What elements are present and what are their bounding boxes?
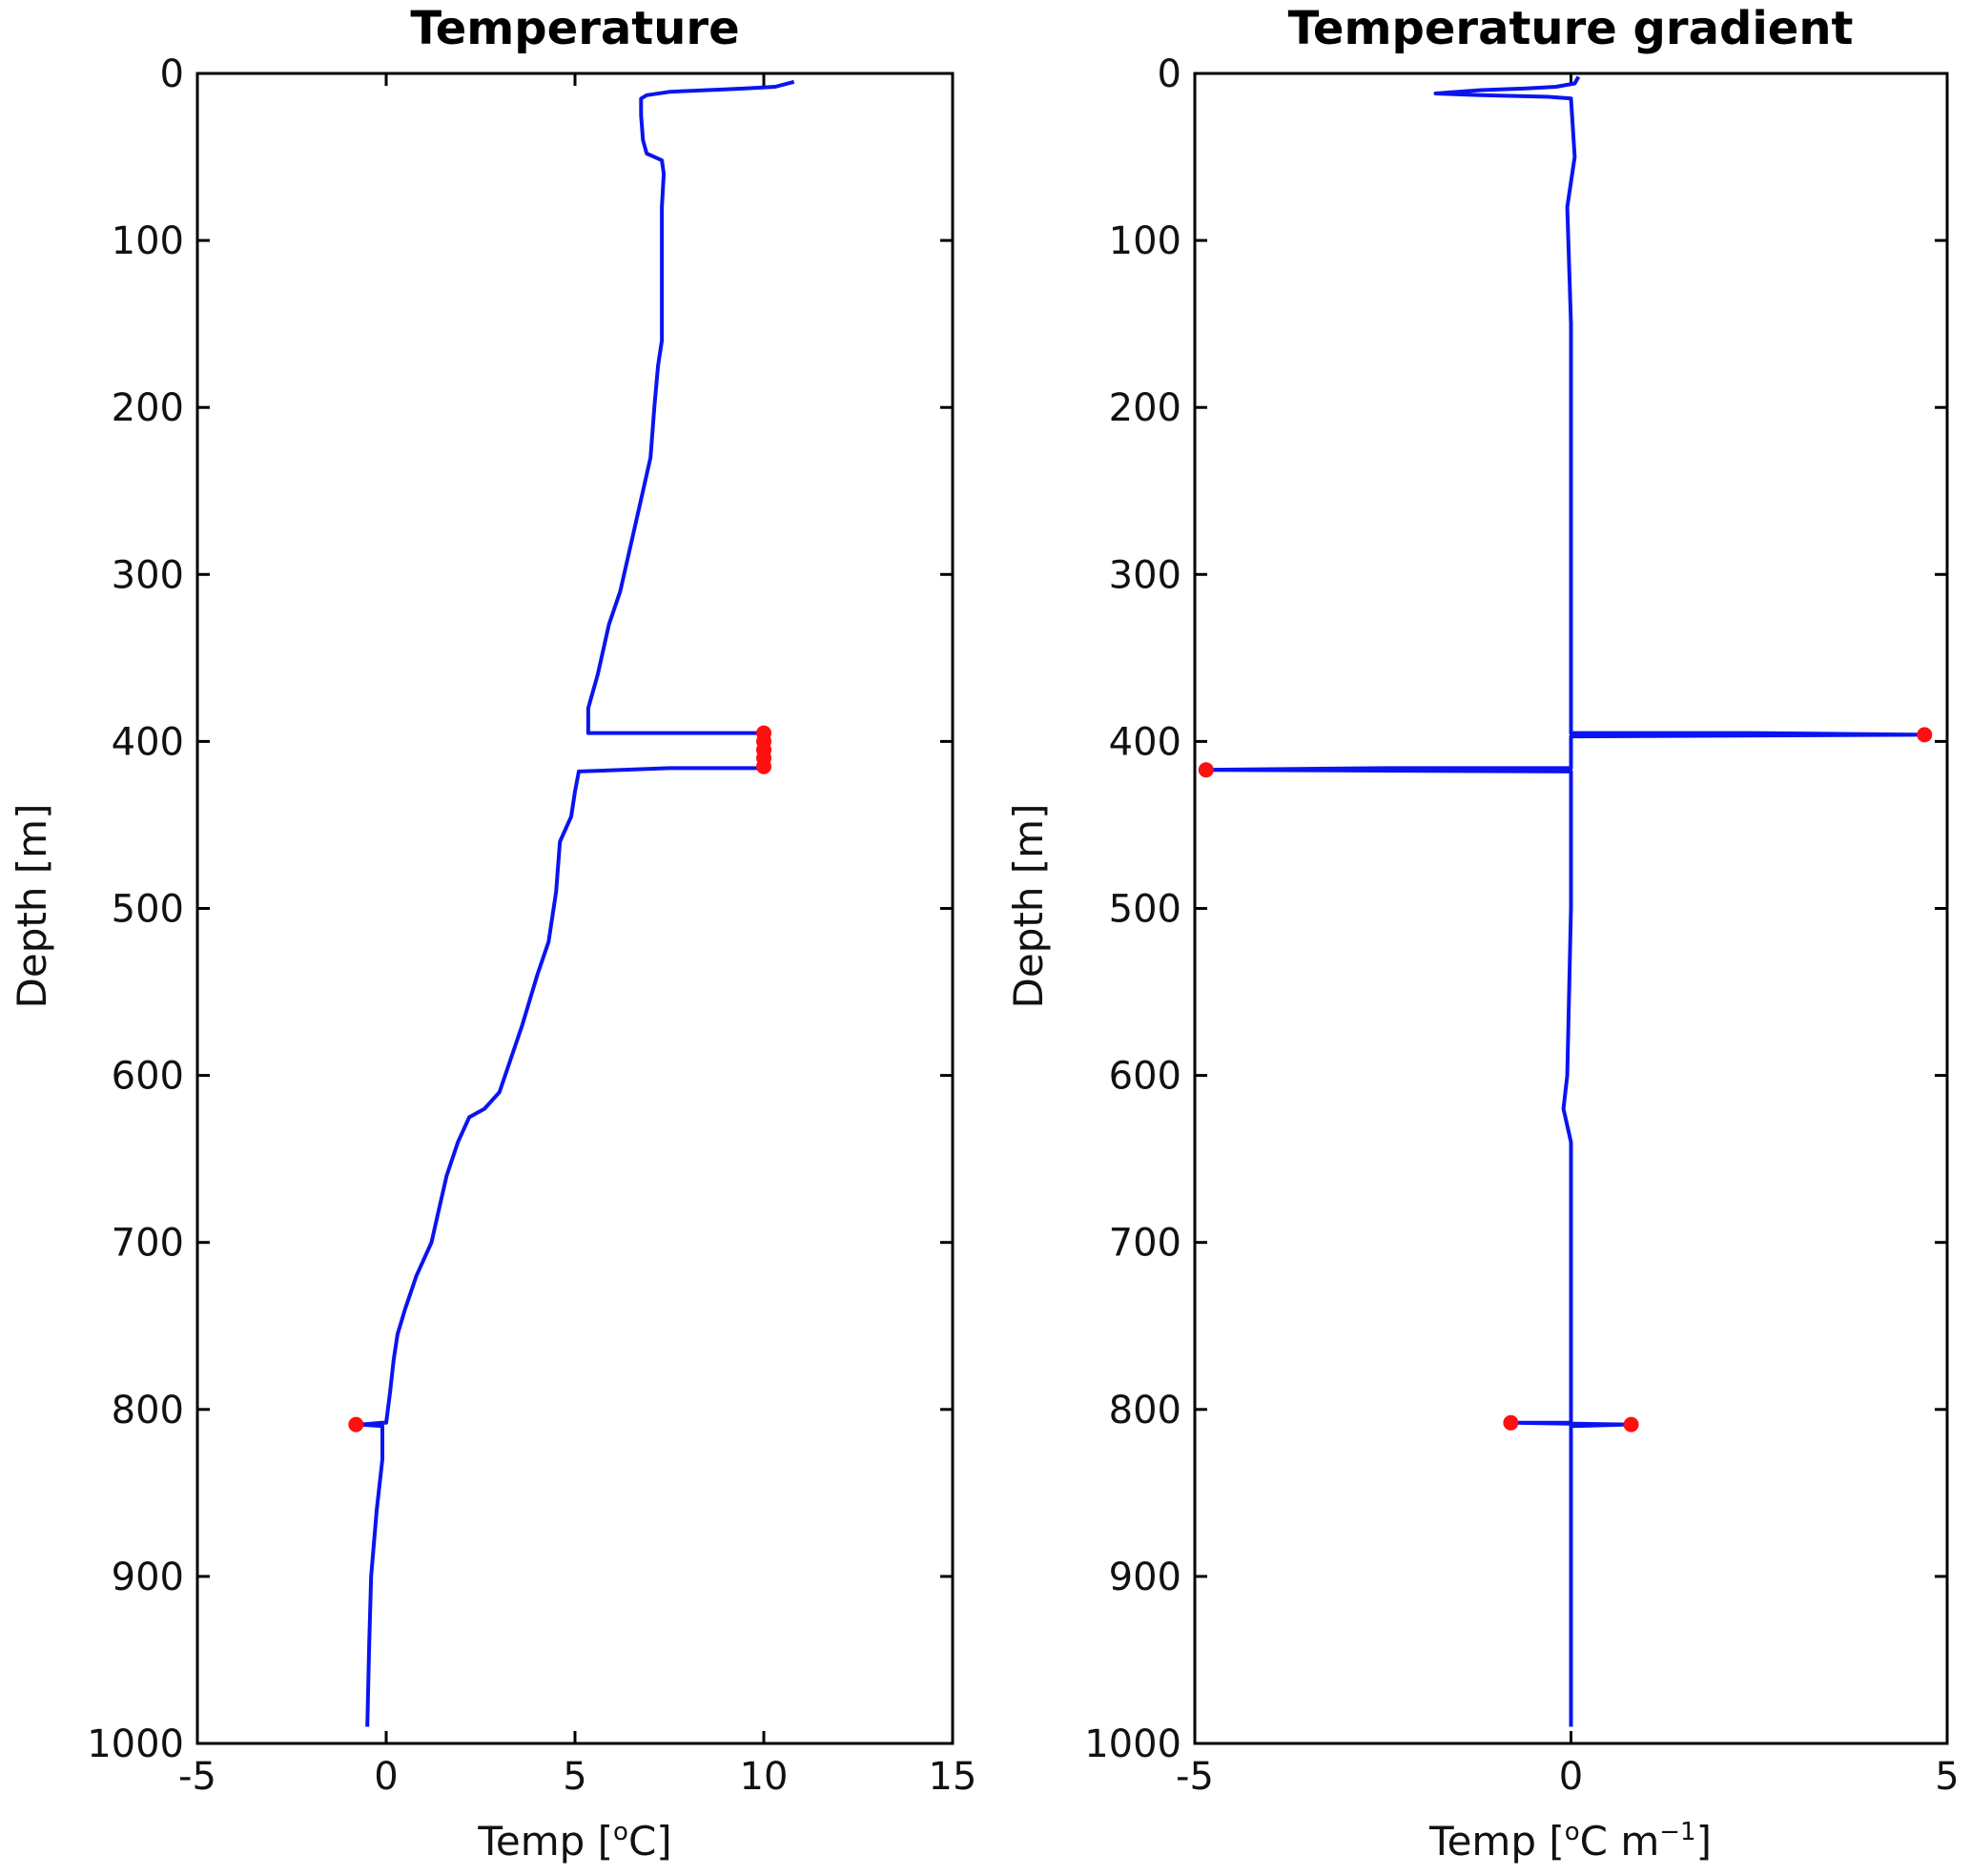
- profile-line: [358, 79, 795, 1727]
- y-tick-label: 800: [1109, 1389, 1181, 1433]
- x-tick-label: 0: [374, 1755, 398, 1799]
- y-tick-label: 700: [1109, 1222, 1181, 1266]
- x-tick-label: 10: [740, 1755, 789, 1799]
- temperature-panel: Temperature Depth [m] Temp [oC] 01002003…: [9, 2, 976, 1865]
- y-tick-label: 1000: [1084, 1722, 1181, 1766]
- flagged-point: [1623, 1416, 1639, 1433]
- y-tick-label: 400: [1109, 720, 1181, 764]
- chart-title: Temperature gradient: [1288, 2, 1854, 55]
- x-tick-label: 0: [1559, 1755, 1583, 1799]
- y-tick-label: 600: [112, 1055, 184, 1099]
- x-tick-label: 5: [1935, 1755, 1959, 1799]
- y-tick-label: 200: [1109, 386, 1181, 430]
- y-tick-label: 600: [1109, 1055, 1181, 1099]
- y-tick-label: 900: [1109, 1556, 1181, 1599]
- y-tick-label: 1000: [87, 1722, 184, 1766]
- flagged-point: [1198, 762, 1214, 778]
- chart-title: Temperature: [410, 2, 739, 55]
- flagged-point: [1917, 727, 1933, 743]
- y-tick-label: 0: [160, 52, 184, 96]
- y-tick-label: 300: [1109, 553, 1181, 597]
- plot-frame: [195, 72, 955, 1745]
- x-tick-label: -5: [1176, 1755, 1214, 1799]
- y-tick-label: 300: [112, 553, 184, 597]
- profile-line: [1203, 75, 1927, 1727]
- y-tick-label: 100: [112, 219, 184, 263]
- mark-layer: [1198, 75, 1933, 1727]
- y-tick-label: 200: [112, 386, 184, 430]
- tick-layer: 0 100 200 300 400 500 600 700 800 900 1000-5 0 5: [1084, 52, 1960, 1799]
- x-axis-label: Temp [oC]: [477, 1818, 671, 1865]
- y-tick-label: 500: [112, 888, 184, 932]
- y-tick-label: 400: [112, 720, 184, 764]
- x-tick-label: 15: [929, 1755, 977, 1799]
- y-axis-label: Depth [m]: [9, 804, 55, 1009]
- y-tick-label: 900: [112, 1556, 184, 1599]
- flagged-point: [756, 758, 771, 774]
- flagged-point: [1503, 1414, 1519, 1431]
- y-tick-label: 700: [112, 1222, 184, 1266]
- plot-frame: [1193, 72, 1949, 1745]
- y-axis-label: Depth [m]: [1005, 804, 1052, 1009]
- temperature-gradient-panel: Temperature gradient Depth [m] Temp [oC …: [1005, 2, 1960, 1865]
- x-tick-label: -5: [178, 1755, 216, 1799]
- y-tick-label: 0: [1158, 52, 1181, 96]
- mark-layer: [348, 79, 795, 1727]
- x-axis-label: Temp [oC m−1]: [1428, 1818, 1712, 1865]
- y-tick-label: 800: [112, 1389, 184, 1433]
- x-tick-label: 5: [563, 1755, 586, 1799]
- flagged-point: [348, 1416, 364, 1433]
- y-tick-label: 500: [1109, 888, 1181, 932]
- tick-layer: 0 100 200 300 400 500 600 700 800 900 1000-5 0 5 10 15: [87, 52, 976, 1799]
- y-tick-label: 100: [1109, 219, 1181, 263]
